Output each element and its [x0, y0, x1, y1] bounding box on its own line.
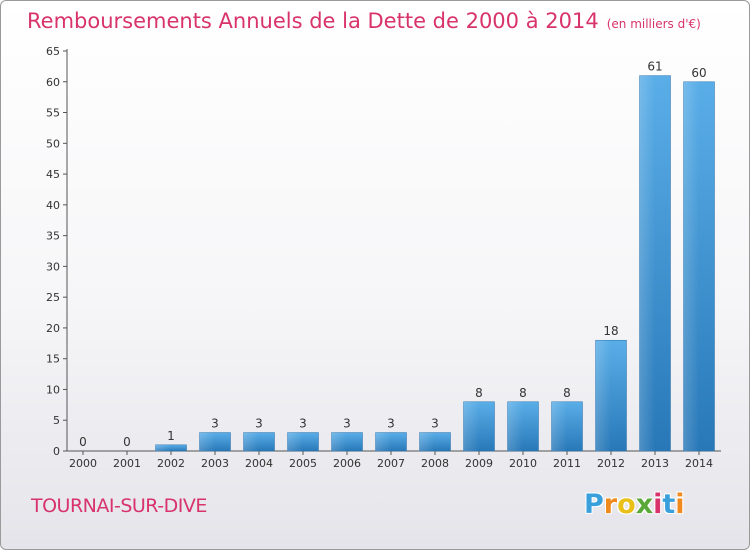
bar-shine-2012: [595, 340, 611, 451]
bar-shine-2007: [375, 432, 391, 451]
y-tick-label: 25: [46, 291, 60, 304]
x-tick-label: 2002: [157, 457, 185, 470]
logo-letter: P: [584, 489, 604, 520]
bar-shine-2003: [199, 432, 215, 451]
y-tick-label: 20: [46, 322, 60, 335]
bar-value-label: 1: [167, 429, 175, 443]
bars: 0 0 1 3 3 3 3 3 3 8 8 8 18 61 60: [79, 60, 715, 452]
bar-value-label: 0: [79, 435, 87, 449]
y-tick-label: 50: [46, 137, 60, 150]
y-tick-label: 55: [46, 107, 60, 120]
title-text: Remboursements Annuels de la Dette de 20…: [27, 9, 599, 33]
bar-value-label: 3: [387, 417, 395, 431]
x-tick-label: 2013: [641, 457, 669, 470]
x-tick-label: 2000: [69, 457, 97, 470]
bar-shine-2009: [463, 401, 479, 451]
x-tick-label: 2005: [289, 457, 317, 470]
y-tick-label: 45: [46, 168, 60, 181]
bar-value-label: 3: [211, 417, 219, 431]
bar-value-label: 8: [563, 386, 571, 400]
title-unit: (en milliers d'€): [606, 17, 701, 31]
bar-shine-2011: [551, 401, 567, 451]
bar-value-label: 8: [475, 386, 483, 400]
bar-value-label: 3: [431, 417, 439, 431]
x-tick-label: 2007: [377, 457, 405, 470]
logo-letter: i: [675, 489, 685, 520]
x-tick-label: 2010: [509, 457, 537, 470]
x-tick-label: 2008: [421, 457, 449, 470]
y-tick-label: 30: [46, 260, 60, 273]
y-tick-label: 60: [46, 76, 60, 89]
x-tick-label: 2009: [465, 457, 493, 470]
y-tick-label: 35: [46, 230, 60, 243]
logo-letter: x: [635, 489, 654, 520]
bar-value-label: 61: [647, 60, 662, 74]
bar-shine-2008: [419, 432, 435, 451]
y-tick-label: 15: [46, 353, 60, 366]
bar-value-label: 3: [255, 417, 263, 431]
bar-value-label: 18: [603, 324, 618, 338]
bar-value-label: 60: [691, 66, 706, 80]
x-tick-label: 2012: [597, 457, 625, 470]
x-tick-label: 2014: [685, 457, 713, 470]
x-tick-label: 2006: [333, 457, 361, 470]
bar-shine-2010: [507, 401, 523, 451]
bar-shine-2002: [155, 444, 171, 451]
logo-letter: o: [617, 489, 636, 520]
y-axis: 0 5 10 15 20 25 30 35 40 45 50 55 60 65: [46, 45, 68, 458]
bar-value-label: 8: [519, 386, 527, 400]
bar-value-label: 3: [299, 417, 307, 431]
bar-value-label: 0: [123, 435, 131, 449]
bar-value-label: 3: [343, 417, 351, 431]
proxiti-logo: Proxiti: [584, 489, 685, 520]
bar-shine-2006: [331, 432, 347, 451]
x-tick-label: 2011: [553, 457, 581, 470]
x-tick-label: 2004: [245, 457, 273, 470]
bar-shine-2005: [287, 432, 303, 451]
bar-shine-2013: [639, 75, 655, 451]
x-tick-label: 2003: [201, 457, 229, 470]
logo-letter: t: [662, 489, 676, 520]
y-tick-label: 0: [53, 445, 60, 458]
y-tick-label: 5: [53, 414, 60, 427]
y-tick-label: 65: [46, 45, 60, 58]
logo-letter: r: [603, 489, 618, 520]
x-axis: 2000 2001 2002 2003 2004 2005 2006 2007 2008 2009…: [67, 450, 721, 470]
x-tick-label: 2001: [113, 457, 141, 470]
bar-shine-2014: [683, 81, 699, 452]
logo-letter: i: [653, 489, 663, 520]
bar-shine-2004: [243, 432, 259, 451]
commune-name: TOURNAI-SUR-DIVE: [31, 495, 207, 517]
y-tick-label: 10: [46, 383, 60, 396]
chart-title: Remboursements Annuels de la Dette de 20…: [27, 9, 701, 33]
y-tick-label: 40: [46, 199, 60, 212]
